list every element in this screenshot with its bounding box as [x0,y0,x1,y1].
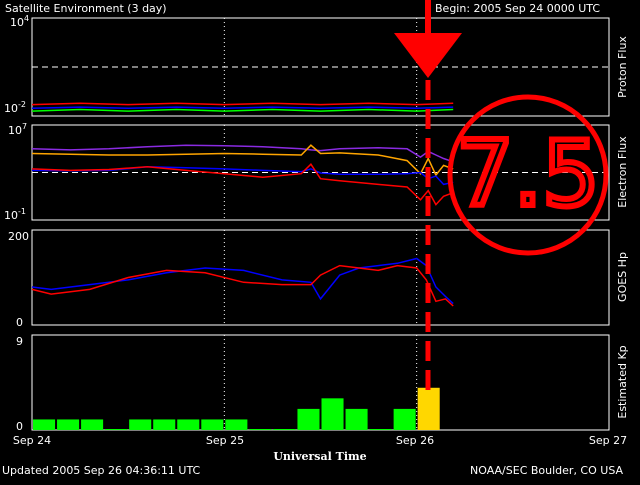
y-axis-label: Electron Flux [616,136,629,208]
kp-bar [81,419,104,430]
kp-bar [153,419,176,430]
kp-bar [33,419,56,430]
x-tick-label: Sep 25 [206,434,244,447]
kp-bar [201,419,224,430]
y-tick-label: 200 [8,230,29,243]
kp-bar [417,387,440,430]
y-axis-label: Estimated Kp [616,345,629,418]
kp-bar [393,408,416,430]
series-line [31,163,454,206]
kp-bar [297,408,320,430]
y-tick-label: 107 [8,122,27,137]
y-tick-label: 10-2 [4,100,26,115]
kp-bar [321,398,344,430]
kp-panel [31,334,610,431]
y-tick-label: 0 [16,316,23,329]
y-tick-label: 9 [16,335,23,348]
kp-bar [129,419,152,430]
annotation-arrow-head [394,33,462,78]
x-tick-label: Sep 24 [13,434,51,447]
kp-bar [57,419,80,430]
x-axis-label: Universal Time [273,450,366,463]
x-tick-label: Sep 27 [589,434,627,447]
kp-bar [225,419,248,430]
annotation-overlay: 7.5 [394,0,609,392]
updated-timestamp: Updated 2005 Sep 26 04:36:11 UTC [2,464,201,477]
goes-hp-panel [31,229,610,326]
y-axis-label: Proton Flux [616,36,629,98]
series-line [31,144,454,177]
credit-text: NOAA/SEC Boulder, CO USA [470,464,624,477]
kp-bar [345,408,368,430]
series-line [31,108,454,112]
kp-bar [177,419,200,430]
chart-title: Satellite Environment (3 day) [5,2,167,15]
y-tick-label: 104 [10,14,29,29]
annotation-text: 7.5 [456,122,599,227]
series-line [31,106,454,109]
series-line [31,264,454,307]
annotation-circle [447,94,609,256]
x-tick-label: Sep 26 [396,434,434,447]
begin-time: Begin: 2005 Sep 24 0000 UTC [435,2,600,15]
y-tick-label: 0 [16,420,23,433]
y-axis-label: GOES Hp [616,252,629,302]
y-tick-label: 10-1 [4,207,26,222]
series-line [31,102,454,106]
